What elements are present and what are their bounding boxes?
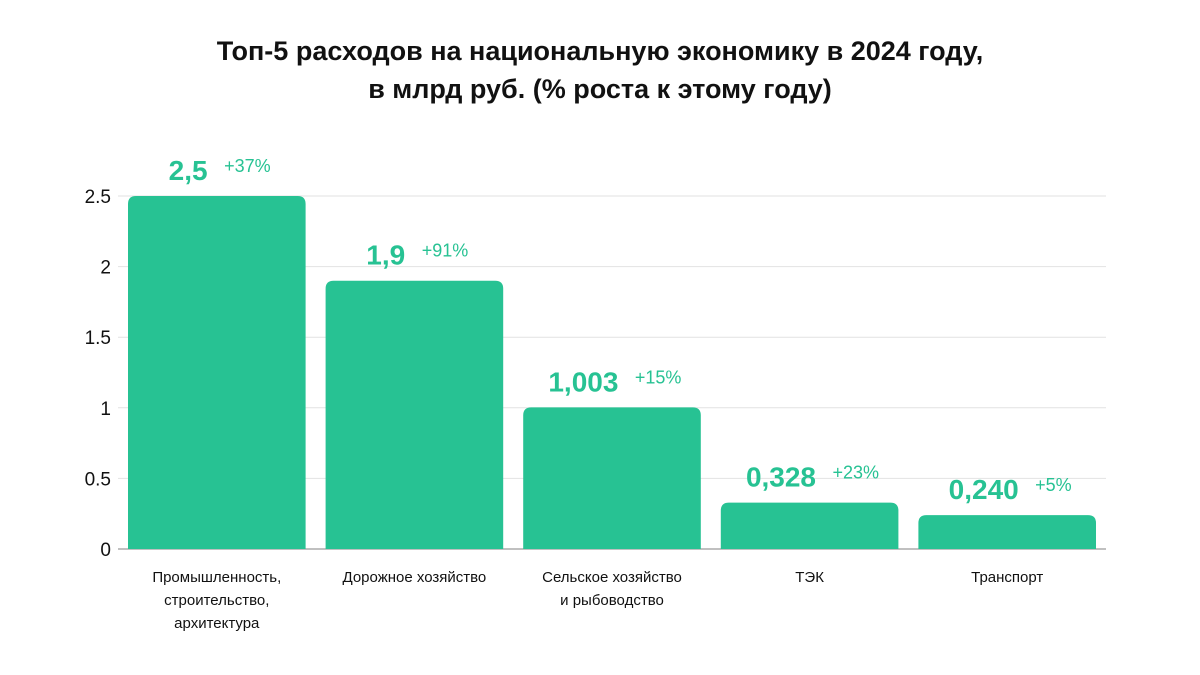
data-label-value: 1,9 (366, 240, 405, 271)
bar (720, 502, 899, 549)
x-tick-label: ТЭК (795, 569, 824, 586)
y-tick-label: 2.5 (85, 187, 111, 208)
chart-title-line-1: Топ-5 расходов на национальную экономику… (216, 36, 984, 66)
y-tick-label: 2 (100, 258, 111, 279)
x-tick-label: и рыбоводство (560, 592, 664, 609)
bar (128, 196, 306, 549)
bar (523, 407, 701, 549)
x-tick-label: Дорожное хозяйство (343, 569, 487, 586)
x-tick-label: архитектура (174, 615, 260, 632)
x-tick-label: Транспорт (971, 569, 1043, 586)
x-tick-label: строительство, (164, 592, 269, 609)
data-label-value: 1,003 (548, 366, 618, 397)
y-tick-label: 1.5 (85, 328, 111, 349)
data-label-growth: +5% (1035, 475, 1072, 495)
y-tick-label: 0.5 (85, 469, 111, 490)
chart-title: Топ-5 расходов на национальную экономику… (0, 32, 1200, 108)
y-tick-label: 0 (100, 540, 111, 561)
data-label-value: 2,5 (169, 155, 208, 186)
data-label-growth: +91% (422, 241, 469, 261)
data-label-growth: +37% (224, 156, 271, 176)
data-label-value: 0,240 (949, 474, 1019, 505)
bar (325, 280, 504, 549)
x-tick-label: Промышленность, (152, 569, 281, 586)
data-label-growth: +15% (635, 367, 682, 387)
x-tick-label: Сельское хозяйство (542, 569, 682, 586)
y-tick-label: 1 (100, 399, 111, 420)
bar (918, 515, 1096, 549)
data-label-growth: +23% (832, 463, 879, 483)
chart-title-line-2: в млрд руб. (% роста к этому году) (368, 74, 832, 104)
data-label-value: 0,328 (746, 462, 816, 493)
